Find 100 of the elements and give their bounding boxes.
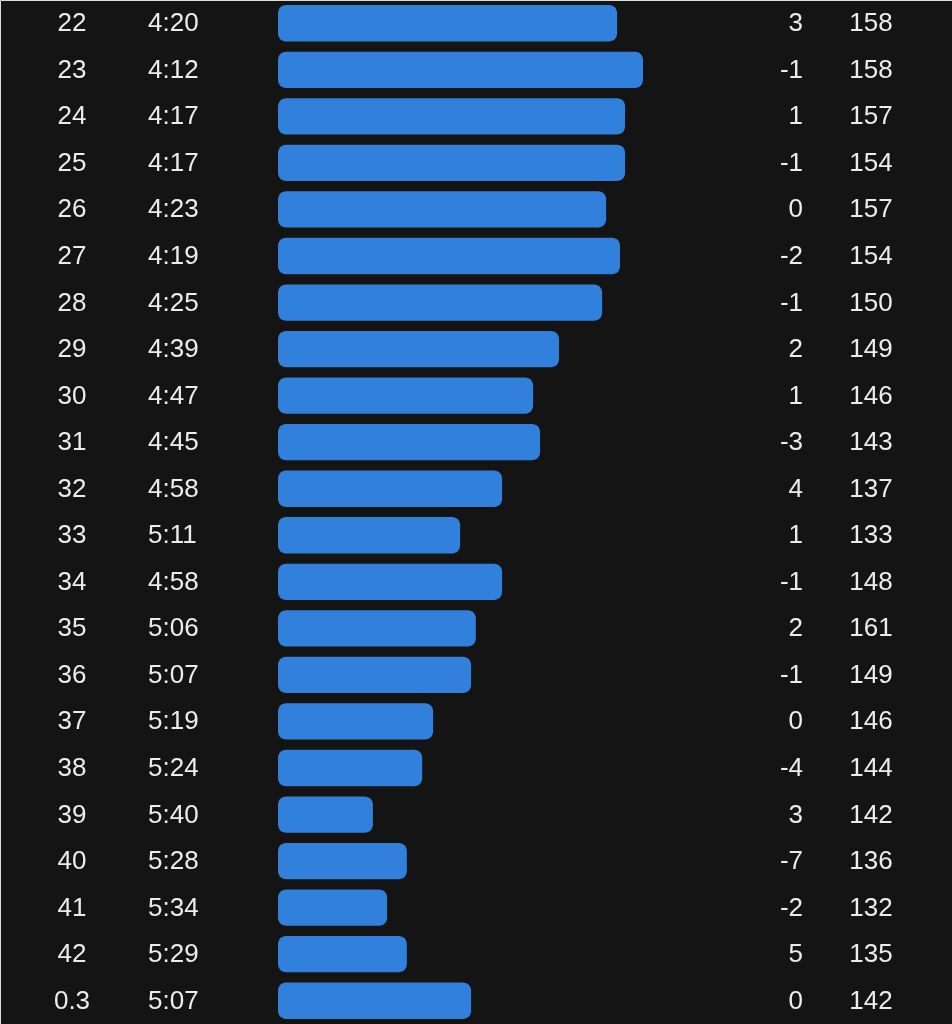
y-tick-label: 33 xyxy=(57,519,87,550)
bar xyxy=(278,749,423,787)
text: 135 xyxy=(849,938,893,969)
y-tick-label: 28 xyxy=(57,286,87,317)
text: 4:12 xyxy=(148,53,199,84)
text: 1 xyxy=(788,519,803,550)
bar xyxy=(278,191,607,228)
text: 5:29 xyxy=(148,938,199,969)
text: 149 xyxy=(849,658,893,689)
text: 5:11 xyxy=(148,519,197,550)
y-tick-label: 30 xyxy=(57,379,87,410)
bar xyxy=(278,517,461,554)
text: 5:19 xyxy=(148,705,199,736)
text: 137 xyxy=(849,472,893,503)
y-tick-label: 40 xyxy=(57,845,87,876)
text: 133 xyxy=(849,519,893,550)
text: 4:25 xyxy=(148,286,199,317)
text: 0 xyxy=(788,984,803,1015)
text: 158 xyxy=(849,53,893,84)
y-tick-label: 24 xyxy=(57,100,87,131)
text: 4:47 xyxy=(148,379,199,410)
text: 158 xyxy=(849,7,893,38)
y-tick-label: 41 xyxy=(57,891,87,922)
text: 1 xyxy=(788,100,803,131)
y-tick-label: 26 xyxy=(57,193,87,224)
text: -4 xyxy=(779,752,803,782)
text: 157 xyxy=(849,100,893,131)
text: 142 xyxy=(849,984,893,1015)
text: -1 xyxy=(779,565,803,596)
text: 4:58 xyxy=(148,565,199,596)
text: 5:28 xyxy=(148,845,199,876)
bar xyxy=(278,5,618,42)
text: 3 xyxy=(788,7,803,38)
text: 3 xyxy=(788,798,803,829)
y-tick-label: 37 xyxy=(57,705,87,736)
y-tick-label: 34 xyxy=(57,565,87,596)
bar xyxy=(278,936,407,973)
text: 142 xyxy=(849,798,893,829)
text: 5:34 xyxy=(148,891,199,922)
y-tick-label: 22 xyxy=(57,7,87,38)
text: 157 xyxy=(849,193,893,224)
y-tick-label: 32 xyxy=(57,472,87,503)
text: 146 xyxy=(849,705,893,736)
text: -1 xyxy=(779,286,803,317)
text: 4:20 xyxy=(148,7,199,38)
y-tick-label: 27 xyxy=(57,240,87,270)
y-tick-label: 38 xyxy=(57,752,87,782)
bar xyxy=(278,656,472,694)
y-tick-label: 36 xyxy=(57,658,87,689)
bar xyxy=(278,563,503,600)
text: 4:23 xyxy=(148,193,199,224)
text: 161 xyxy=(849,612,893,643)
text: -2 xyxy=(779,891,803,922)
bar xyxy=(278,144,626,182)
text: 2 xyxy=(788,333,803,364)
text: 4:58 xyxy=(148,472,199,503)
bar xyxy=(278,284,603,321)
y-tick-label: 23 xyxy=(57,53,87,84)
text: -2 xyxy=(779,240,803,270)
text: 5 xyxy=(788,938,803,969)
text: 5:07 xyxy=(148,658,199,689)
y-tick-label: 39 xyxy=(57,798,87,829)
bar xyxy=(278,330,560,368)
text: 4:45 xyxy=(148,426,199,457)
y-tick-label: 35 xyxy=(57,612,87,643)
text: 148 xyxy=(849,565,893,596)
text: 2 xyxy=(788,612,803,643)
text: 4:17 xyxy=(148,146,199,177)
text: -3 xyxy=(779,426,803,457)
bar xyxy=(278,377,534,414)
y-tick-label: 29 xyxy=(57,333,87,364)
bar xyxy=(278,51,643,88)
bar xyxy=(278,842,407,880)
text: 144 xyxy=(849,752,893,782)
text: 136 xyxy=(849,845,893,876)
bar xyxy=(278,610,476,647)
text: 5:24 xyxy=(148,752,199,782)
text: 146 xyxy=(849,379,893,410)
text: -1 xyxy=(779,146,803,177)
bar xyxy=(278,98,626,135)
text: 149 xyxy=(849,333,893,364)
text: 5:07 xyxy=(148,984,199,1015)
bar xyxy=(278,796,373,833)
text: 154 xyxy=(849,146,893,177)
y-tick-label: 31 xyxy=(57,426,87,457)
text: 0 xyxy=(788,193,803,224)
text: 4:39 xyxy=(148,333,199,364)
text: 4 xyxy=(788,472,803,503)
text: 150 xyxy=(849,286,893,317)
text: 132 xyxy=(849,891,893,922)
bar xyxy=(278,889,388,926)
text: 154 xyxy=(849,240,893,270)
text: 0 xyxy=(788,705,803,736)
y-tick-label: 25 xyxy=(57,146,87,177)
bar xyxy=(278,470,503,507)
y-tick-label: 42 xyxy=(57,938,87,969)
text: 143 xyxy=(849,426,893,457)
text: 5:40 xyxy=(148,798,199,829)
bar xyxy=(278,703,434,740)
text: 5:06 xyxy=(148,612,199,643)
